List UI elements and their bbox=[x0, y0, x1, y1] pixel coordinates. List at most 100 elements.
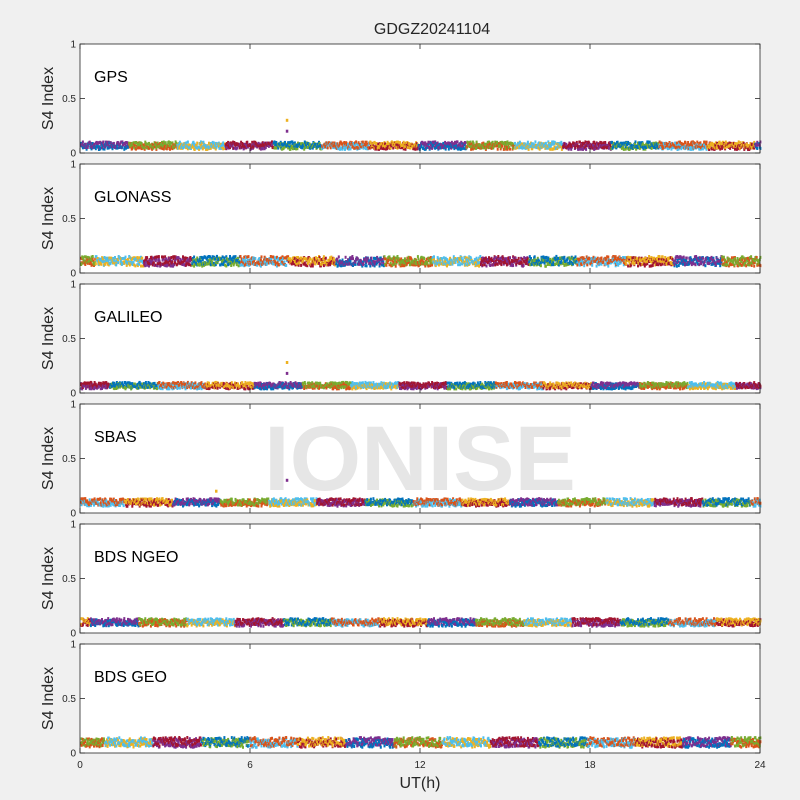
data-point bbox=[261, 141, 264, 145]
data-point bbox=[661, 144, 664, 148]
data-point bbox=[684, 147, 686, 151]
data-point bbox=[624, 256, 626, 260]
data-point bbox=[195, 143, 198, 147]
data-point bbox=[444, 140, 447, 144]
data-point bbox=[303, 147, 306, 151]
data-point bbox=[721, 142, 724, 146]
data-point bbox=[397, 140, 400, 144]
data-point bbox=[332, 257, 335, 261]
data-point bbox=[648, 256, 651, 260]
data-point bbox=[145, 258, 148, 262]
data-point bbox=[637, 259, 640, 263]
data-point bbox=[276, 264, 278, 268]
data-point bbox=[106, 140, 108, 144]
data-point bbox=[135, 147, 137, 151]
data-point bbox=[149, 386, 152, 390]
data-point bbox=[518, 146, 521, 150]
data-point bbox=[102, 260, 105, 264]
data-point bbox=[285, 255, 288, 259]
data-point bbox=[737, 258, 740, 262]
data-point bbox=[645, 262, 647, 266]
data-point bbox=[538, 147, 541, 151]
data-point bbox=[394, 264, 397, 268]
data-point bbox=[530, 145, 532, 148]
data-point bbox=[719, 257, 722, 261]
data-point bbox=[200, 381, 203, 385]
data-point bbox=[229, 262, 232, 266]
data-point bbox=[745, 146, 748, 150]
data-point bbox=[607, 259, 610, 263]
data-point bbox=[368, 146, 371, 150]
data-point bbox=[499, 261, 502, 265]
data-point bbox=[427, 264, 430, 268]
data-point bbox=[428, 258, 431, 262]
data-point bbox=[477, 145, 480, 149]
data-point bbox=[152, 261, 155, 265]
data-point bbox=[244, 381, 247, 384]
data-point bbox=[214, 380, 217, 384]
data-point bbox=[607, 146, 610, 150]
data-point bbox=[514, 258, 517, 262]
data-point bbox=[341, 258, 344, 262]
data-point bbox=[158, 259, 161, 263]
data-point bbox=[331, 141, 334, 145]
data-point bbox=[232, 146, 235, 150]
data-point bbox=[622, 256, 625, 259]
data-point bbox=[640, 256, 643, 260]
data-point bbox=[648, 264, 651, 268]
data-point bbox=[431, 261, 434, 265]
data-point bbox=[100, 262, 103, 266]
data-point bbox=[361, 140, 364, 144]
data-point bbox=[557, 263, 560, 267]
data-point bbox=[622, 260, 625, 264]
data-point bbox=[229, 146, 231, 150]
data-point bbox=[91, 263, 94, 267]
data-point bbox=[592, 255, 595, 259]
data-point bbox=[175, 384, 178, 388]
data-point bbox=[153, 141, 156, 145]
data-point bbox=[196, 141, 199, 145]
data-point bbox=[384, 257, 387, 261]
data-point bbox=[414, 261, 417, 265]
data-point bbox=[666, 142, 669, 146]
data-point bbox=[329, 146, 332, 150]
data-point bbox=[700, 143, 703, 147]
data-point bbox=[112, 141, 115, 145]
data-point bbox=[617, 259, 620, 263]
data-point bbox=[146, 256, 149, 260]
data-point bbox=[443, 261, 446, 265]
data-point bbox=[574, 255, 577, 259]
data-point bbox=[643, 262, 646, 266]
data-point bbox=[186, 147, 189, 151]
data-point bbox=[144, 260, 147, 264]
data-point bbox=[433, 257, 435, 261]
data-point bbox=[505, 259, 508, 263]
data-point bbox=[165, 387, 168, 391]
data-point bbox=[706, 146, 709, 150]
data-point bbox=[152, 146, 155, 150]
data-point bbox=[594, 259, 597, 263]
data-point bbox=[173, 263, 176, 267]
data-point bbox=[345, 141, 348, 145]
data-point bbox=[543, 256, 545, 260]
data-point bbox=[419, 145, 422, 149]
data-point bbox=[569, 260, 571, 264]
data-point bbox=[386, 147, 388, 151]
data-point bbox=[759, 146, 762, 150]
data-point bbox=[588, 257, 591, 261]
data-point bbox=[185, 263, 188, 267]
data-point bbox=[526, 259, 529, 263]
data-point bbox=[258, 144, 260, 148]
data-point bbox=[526, 257, 529, 261]
data-point bbox=[719, 261, 722, 265]
data-point bbox=[573, 256, 576, 260]
data-point bbox=[475, 140, 478, 144]
data-point bbox=[322, 264, 325, 268]
data-point bbox=[475, 260, 478, 264]
data-point bbox=[183, 383, 186, 387]
data-point bbox=[732, 258, 735, 262]
data-point bbox=[462, 259, 464, 263]
data-point bbox=[157, 258, 160, 261]
data-point bbox=[190, 381, 193, 385]
data-point bbox=[664, 144, 667, 148]
